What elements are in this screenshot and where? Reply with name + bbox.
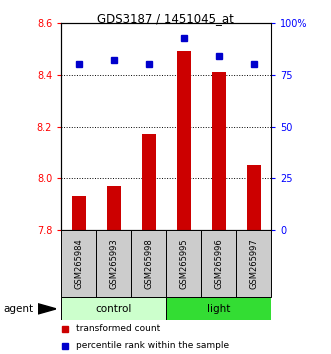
Text: GSM265995: GSM265995 bbox=[179, 238, 188, 289]
Text: GDS3187 / 1451045_at: GDS3187 / 1451045_at bbox=[97, 12, 234, 25]
Text: control: control bbox=[96, 304, 132, 314]
Bar bbox=[107, 186, 121, 230]
Bar bbox=[61, 297, 166, 320]
Bar bbox=[236, 230, 271, 297]
Text: agent: agent bbox=[3, 304, 33, 314]
Text: GSM265997: GSM265997 bbox=[249, 238, 259, 289]
Bar bbox=[131, 230, 166, 297]
Bar bbox=[177, 51, 191, 230]
Bar bbox=[72, 196, 86, 230]
Bar bbox=[96, 230, 131, 297]
Text: GSM265998: GSM265998 bbox=[144, 238, 153, 289]
Bar bbox=[247, 165, 261, 230]
Bar bbox=[166, 297, 271, 320]
Text: GSM265993: GSM265993 bbox=[109, 238, 118, 289]
Text: GSM265984: GSM265984 bbox=[74, 238, 83, 289]
Bar bbox=[201, 230, 236, 297]
Text: GSM265996: GSM265996 bbox=[214, 238, 223, 289]
Bar bbox=[61, 230, 96, 297]
Bar bbox=[166, 230, 201, 297]
Bar bbox=[142, 134, 156, 230]
Bar bbox=[212, 72, 226, 230]
Text: transformed count: transformed count bbox=[76, 324, 160, 333]
Polygon shape bbox=[38, 304, 56, 314]
Text: percentile rank within the sample: percentile rank within the sample bbox=[76, 341, 229, 350]
Text: light: light bbox=[207, 304, 231, 314]
